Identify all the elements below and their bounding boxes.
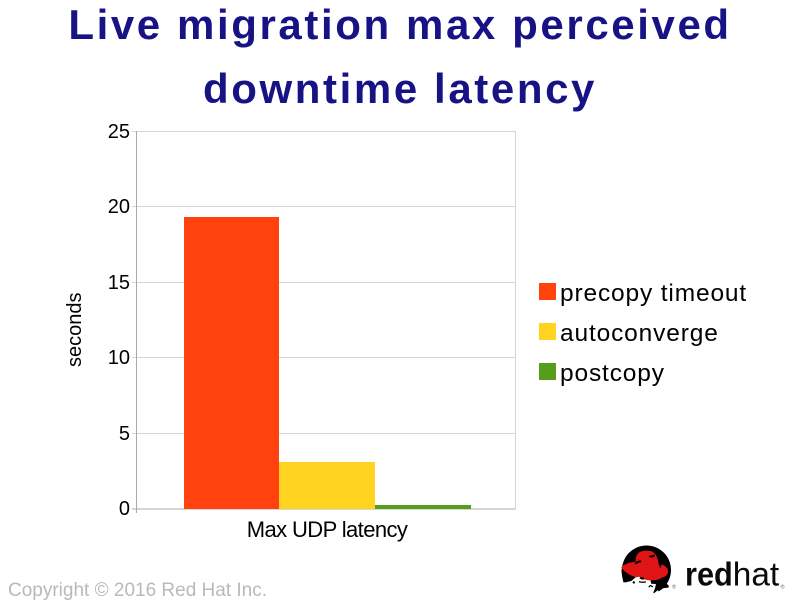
svg-text:hat: hat: [733, 556, 779, 593]
svg-text:red: red: [685, 556, 733, 593]
svg-text:®: ®: [672, 584, 676, 591]
svg-text:®: ®: [781, 584, 785, 591]
